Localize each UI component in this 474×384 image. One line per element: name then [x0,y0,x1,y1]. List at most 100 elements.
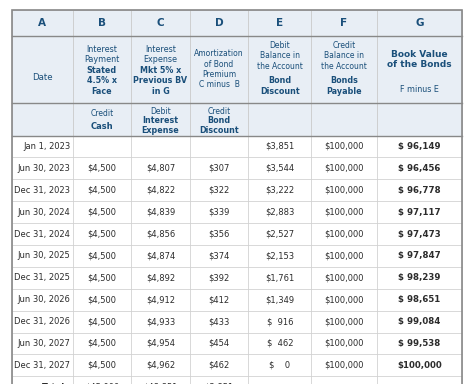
Bar [311,36,376,103]
Text: $100,000: $100,000 [324,186,364,195]
Bar [190,376,248,384]
Text: $    0: $ 0 [269,361,291,370]
Text: $4,500: $4,500 [87,273,117,282]
Bar [190,354,248,376]
Bar [73,267,131,289]
Bar [12,376,73,384]
Bar [190,289,248,311]
Bar [311,267,376,289]
Bar [73,354,131,376]
Text: $2,527: $2,527 [265,230,294,238]
Bar [248,311,311,333]
Bar [131,267,190,289]
Bar [131,376,190,384]
Bar [73,201,131,223]
Bar [311,179,376,201]
Bar [248,289,311,311]
Bar [376,223,462,245]
Text: $356: $356 [208,230,230,238]
Bar [73,376,131,384]
Text: E: E [276,18,283,28]
Text: F minus E: F minus E [400,85,439,94]
Bar [190,311,248,333]
Bar [248,267,311,289]
Bar [12,354,73,376]
Bar [12,333,73,354]
Text: Date: Date [32,73,53,82]
Text: $4,954: $4,954 [146,339,175,348]
Bar [131,103,190,136]
Bar [190,201,248,223]
Text: $ 97,847: $ 97,847 [398,252,441,260]
Bar [376,136,462,157]
Bar [190,333,248,354]
Text: $3,851: $3,851 [265,142,294,151]
Text: Stated
4.5% x
Face: Stated 4.5% x Face [87,66,117,96]
Text: $ 99,084: $ 99,084 [398,317,440,326]
Text: $ 98,239: $ 98,239 [398,273,440,282]
Bar [131,36,190,103]
Bar [248,333,311,354]
Bar [248,10,311,36]
Bar [131,223,190,245]
Text: $100,000: $100,000 [324,142,364,151]
Bar [73,289,131,311]
Text: $3,222: $3,222 [265,186,294,195]
Text: $339: $339 [208,208,230,217]
Bar [190,223,248,245]
Text: $ 96,149: $ 96,149 [398,142,441,151]
Text: $3,851: $3,851 [204,383,234,384]
Bar [248,157,311,179]
Text: C: C [156,18,164,28]
Text: Cash: Cash [91,122,113,131]
Text: $4,500: $4,500 [87,164,117,173]
Text: $ 97,473: $ 97,473 [398,230,441,238]
Text: Jun 30, 2027: Jun 30, 2027 [18,339,70,348]
Text: $4,822: $4,822 [146,186,175,195]
Bar [73,333,131,354]
Bar [12,201,73,223]
Bar [311,136,376,157]
Bar [248,136,311,157]
Text: $4,500: $4,500 [87,361,117,370]
Text: Interest
Expense: Interest Expense [142,116,179,136]
Bar [12,311,73,333]
Text: F: F [340,18,347,28]
Text: $100,000: $100,000 [324,164,364,173]
Bar [12,289,73,311]
Text: $100,000: $100,000 [324,273,364,282]
Bar [131,157,190,179]
Bar [248,179,311,201]
Text: $4,500: $4,500 [87,317,117,326]
Bar [311,289,376,311]
Bar [248,245,311,267]
Text: Book Value
of the Bonds: Book Value of the Bonds [387,50,452,69]
Bar [248,354,311,376]
Bar [376,157,462,179]
Bar [311,103,376,136]
Text: Credit: Credit [207,107,231,116]
Bar [311,201,376,223]
Text: A: A [38,18,46,28]
Text: $3,544: $3,544 [265,164,294,173]
Bar [73,136,131,157]
Bar [376,311,462,333]
Bar [376,201,462,223]
Text: $4,807: $4,807 [146,164,175,173]
Text: $4,933: $4,933 [146,317,175,326]
Text: G: G [415,18,424,28]
Bar [131,311,190,333]
Text: D: D [215,18,223,28]
Bar [248,201,311,223]
Bar [12,103,73,136]
Bar [131,179,190,201]
Text: $100,000: $100,000 [324,339,364,348]
Bar [376,103,462,136]
Bar [73,223,131,245]
Bar [190,245,248,267]
Bar [12,157,73,179]
Bar [12,245,73,267]
Bar [12,36,73,103]
Text: $ 99,538: $ 99,538 [398,339,440,348]
Text: Credit
Balance in
the Account: Credit Balance in the Account [321,41,367,71]
